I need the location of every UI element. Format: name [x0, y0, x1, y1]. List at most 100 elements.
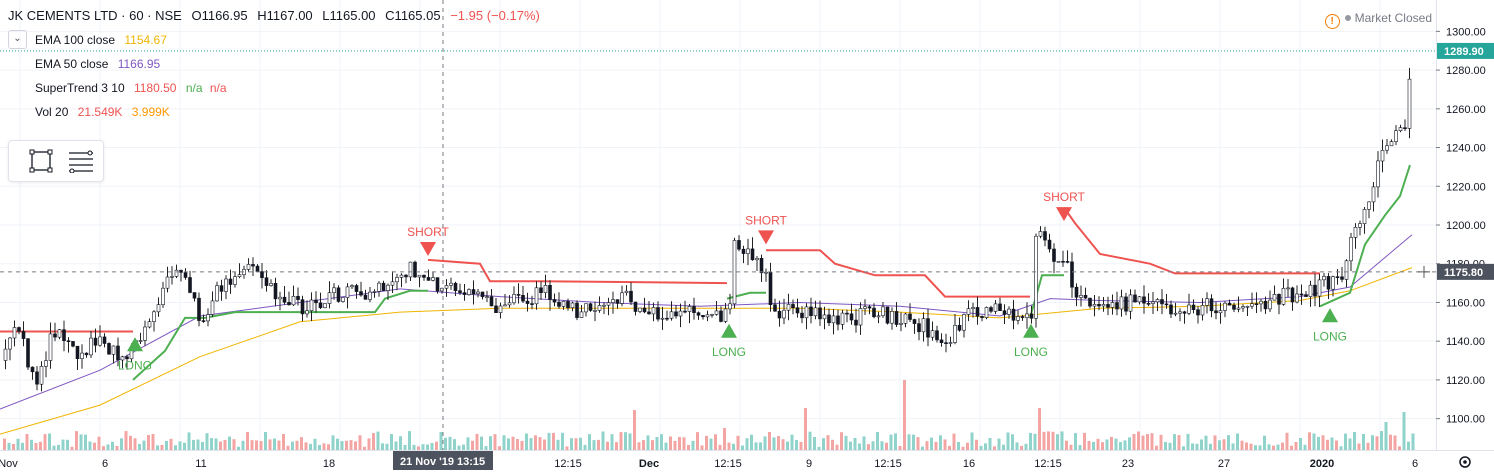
candle	[1169, 300, 1173, 318]
volume-bar	[1123, 440, 1127, 450]
candle-body	[494, 305, 498, 313]
candle-body	[818, 307, 822, 320]
volume-bar	[466, 437, 470, 450]
candle-body	[858, 308, 863, 326]
candle	[782, 298, 786, 325]
symbol-title[interactable]: JK CEMENTS LTD · 60 · NSE	[8, 8, 182, 23]
candle-body	[1214, 310, 1218, 314]
volume-bar	[700, 445, 704, 450]
volume-bar	[570, 438, 573, 450]
candle-body	[62, 329, 66, 342]
candle-body	[1254, 303, 1259, 306]
candle	[17, 326, 21, 335]
candle-body	[521, 294, 525, 302]
candle	[1236, 296, 1241, 313]
volume-bar	[255, 440, 258, 450]
candle	[215, 281, 219, 302]
candle	[156, 297, 161, 317]
candle-body	[1178, 311, 1182, 314]
volume-bar	[336, 438, 339, 450]
candle	[800, 306, 804, 324]
candle	[1029, 305, 1034, 324]
indicator-name: EMA 100 close	[35, 33, 116, 47]
volume-bar	[93, 442, 96, 450]
volume-bar	[880, 441, 884, 450]
candle-body	[273, 282, 278, 300]
candle-body	[1344, 260, 1349, 280]
candle-body	[606, 302, 611, 306]
volume-bar	[1290, 445, 1293, 450]
candle	[350, 284, 354, 289]
long-signal: LONG	[1014, 323, 1048, 359]
candle-body	[534, 287, 539, 305]
indicator-ema50[interactable]: EMA 50 close 1166.95	[35, 57, 160, 71]
ema100-path	[0, 267, 1413, 435]
candle-body	[903, 313, 908, 324]
candle	[1079, 285, 1083, 307]
candle-body	[489, 296, 494, 307]
indicator-volume[interactable]: Vol 20 21.549K 3.999K	[35, 105, 170, 119]
candle-body	[1331, 276, 1335, 290]
price-axis: 1100.001120.001140.001160.001180.001200.…	[1436, 0, 1494, 450]
candle-body	[624, 290, 629, 294]
market-status[interactable]: ! Market Closed	[1324, 11, 1432, 29]
candle	[516, 283, 521, 304]
volume-bar	[849, 441, 852, 450]
indicator-ema100[interactable]: EMA 100 close 1154.67	[35, 33, 167, 47]
candle	[930, 321, 935, 341]
candle	[1403, 119, 1407, 131]
candle-body	[71, 341, 75, 347]
candle	[651, 302, 656, 322]
volume-bar	[556, 439, 560, 450]
volume-bar	[322, 443, 326, 450]
candle-body	[984, 307, 989, 318]
candle-body	[174, 269, 179, 277]
gear-icon[interactable]	[1459, 456, 1471, 468]
candle-body	[498, 305, 503, 313]
volume-bar	[295, 440, 299, 450]
volume-bar	[1173, 434, 1176, 450]
text-lines-icon[interactable]	[67, 149, 93, 174]
candle-body	[930, 330, 935, 338]
candle-body	[647, 311, 651, 315]
candle-body	[831, 315, 836, 324]
candle	[1074, 283, 1079, 307]
rectangle-icon[interactable]	[29, 149, 55, 173]
volume-bar	[934, 441, 938, 450]
candle-body	[701, 314, 705, 318]
candle-body	[1160, 299, 1164, 305]
volume-bar	[1393, 435, 1397, 450]
volume-bar	[1267, 444, 1271, 450]
collapse-legend-button[interactable]: ⌄	[8, 30, 27, 49]
volume-bar	[129, 435, 132, 450]
volume-bar	[1353, 432, 1356, 450]
candle-body	[1196, 309, 1200, 316]
candle-body	[1335, 276, 1340, 279]
candle	[359, 281, 363, 297]
volume-bar	[1182, 446, 1185, 450]
candle-body	[935, 330, 939, 341]
candle-body	[885, 306, 890, 324]
volume-bar	[12, 443, 15, 450]
candle	[102, 333, 107, 348]
candle-body	[800, 312, 804, 319]
candle	[1056, 260, 1061, 263]
candle	[1083, 287, 1088, 299]
ema50-line	[0, 234, 1413, 410]
high-value: H1167.00	[257, 8, 313, 23]
candle-body	[1025, 313, 1029, 318]
candle	[1299, 284, 1304, 305]
volume-bar	[795, 440, 798, 450]
indicator-supertrend[interactable]: SuperTrend 3 10 1180.50 n/a n/a	[35, 81, 227, 95]
volume-bar	[790, 434, 794, 450]
candle	[602, 302, 606, 315]
volume-bar	[525, 433, 528, 450]
candle-body	[224, 278, 228, 292]
candle	[417, 274, 422, 288]
candle	[120, 355, 125, 369]
candle-body	[12, 327, 17, 339]
candle-body	[791, 304, 795, 308]
volume-bar	[1164, 441, 1167, 450]
candle-body	[683, 310, 687, 313]
